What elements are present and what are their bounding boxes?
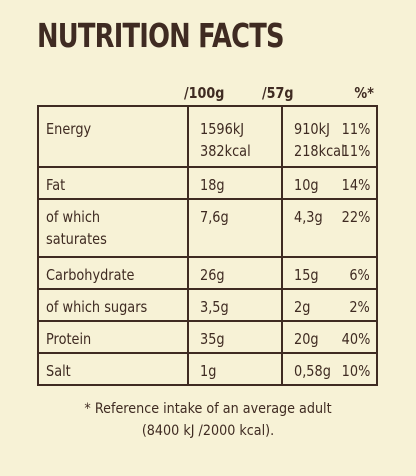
footnote-line: * Reference intake of an average adult [84,401,332,417]
per-57g-value: 4,3g [294,208,323,226]
table-row: of which saturates 7,6g 4,3g 22% [37,198,378,258]
column-header-per-57g: /57g [262,84,294,102]
per-57g-cell: 0,58g 10% [281,352,378,386]
per-100g-value: 1596kJ [200,120,245,138]
per-57g-cell: 10g 14% [281,166,378,200]
per-100g-value: 18g [200,176,225,194]
per-100g-value: 7,6g [200,208,229,226]
nutrition-table: Energy 1596kJ 382kcal 910kJ 218kcal 11% … [37,105,378,386]
percent-ri-value: 6% [349,266,370,284]
table-row: Energy 1596kJ 382kcal 910kJ 218kcal 11% … [37,105,378,168]
nutrient-name-cell: of which sugars [37,288,189,322]
per-100g-cell: 35g [187,320,283,354]
nutrient-name-cell: Carbohydrate [37,256,189,290]
percent-ri-value: 11% [341,142,370,160]
column-header-percent-ri: %* [354,84,374,102]
per-100g-cell: 7,6g [187,198,283,258]
table-row: Fat 18g 10g 14% [37,166,378,200]
reference-intake-footnote: * Reference intake of an average adult (… [0,398,416,442]
per-57g-cell: 910kJ 218kcal 11% 11% [281,105,378,168]
nutrient-name: Salt [46,362,71,380]
percent-ri-value: 11% [341,120,370,138]
table-row: Protein 35g 20g 40% [37,320,378,354]
table-row: of which sugars 3,5g 2g 2% [37,288,378,322]
per-100g-value: 3,5g [200,298,229,316]
per-57g-cell: 20g 40% [281,320,378,354]
nutrient-name: of which sugars [46,298,148,316]
percent-ri-value: 2% [349,298,370,316]
per-100g-value: 35g [200,330,225,348]
percent-ri-value: 40% [341,330,370,348]
nutrient-name-cell: of which saturates [37,198,189,258]
nutrient-name: Carbohydrate [46,266,135,284]
per-57g-value: 2g [294,298,311,316]
percent-ri-value: 22% [341,208,370,226]
per-100g-cell: 1596kJ 382kcal [187,105,283,168]
per-57g-value: 910kJ [294,120,330,138]
nutrient-name-cell: Protein [37,320,189,354]
per-57g-cell: 15g 6% [281,256,378,290]
per-57g-value: 15g [294,266,319,284]
footnote-line: (8400 kJ /2000 kcal). [141,423,275,439]
nutrient-name: saturates [46,230,107,248]
per-57g-cell: 4,3g 22% [281,198,378,258]
column-header-per-100g: /100g [184,84,225,102]
per-57g-value: 20g [294,330,319,348]
nutrient-name-cell: Energy [37,105,189,168]
per-57g-value: 218kcal [294,142,345,160]
nutrient-name: of which [46,208,101,226]
percent-ri-value: 14% [341,176,370,194]
per-100g-cell: 1g [187,352,283,386]
nutrient-name-cell: Fat [37,166,189,200]
nutrient-name: Energy [46,120,92,138]
page-title: NUTRITION FACTS [37,16,285,55]
nutrient-name: Protein [46,330,92,348]
per-100g-value: 26g [200,266,225,284]
table-row: Salt 1g 0,58g 10% [37,352,378,386]
nutrient-name: Fat [46,176,66,194]
per-100g-cell: 26g [187,256,283,290]
per-100g-cell: 18g [187,166,283,200]
nutrient-name-cell: Salt [37,352,189,386]
per-100g-cell: 3,5g [187,288,283,322]
percent-ri-value: 10% [341,362,370,380]
table-row: Carbohydrate 26g 15g 6% [37,256,378,290]
per-100g-value: 382kcal [200,142,251,160]
per-57g-value: 0,58g [294,362,331,380]
per-57g-cell: 2g 2% [281,288,378,322]
per-100g-value: 1g [200,362,217,380]
per-57g-value: 10g [294,176,319,194]
